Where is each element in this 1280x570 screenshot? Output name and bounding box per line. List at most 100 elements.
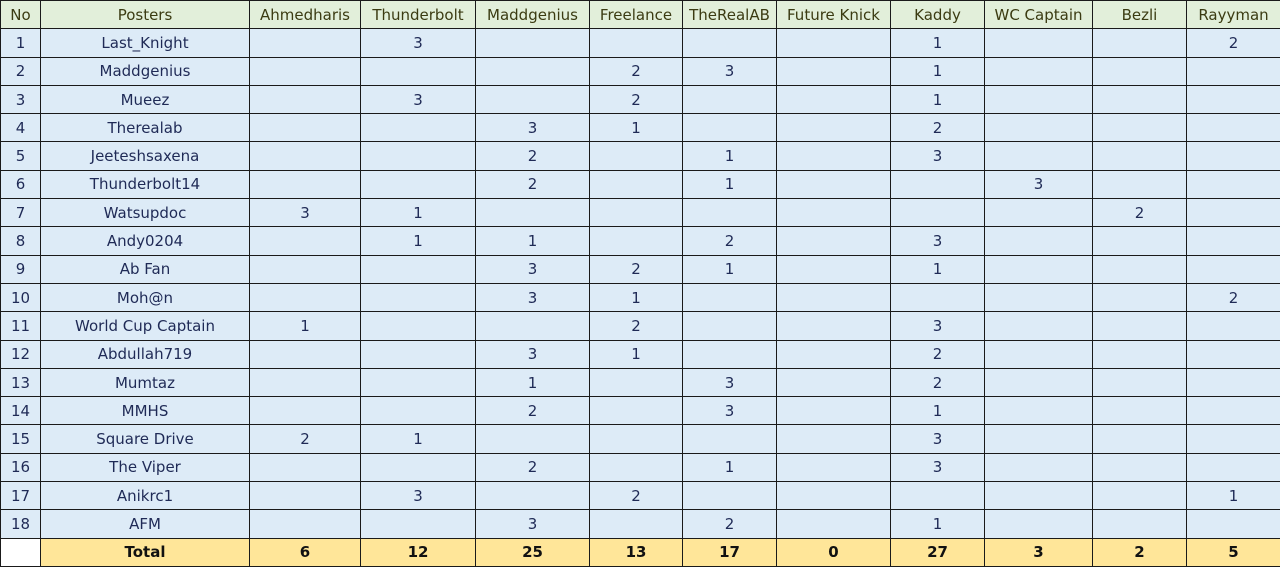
vote-cell[interactable]: 2 <box>589 56 683 86</box>
total-cell[interactable]: 6 <box>249 537 361 567</box>
vote-cell[interactable]: 3 <box>890 141 985 171</box>
vote-cell[interactable]: 2 <box>475 396 590 426</box>
vote-cell[interactable] <box>682 198 777 228</box>
vote-cell[interactable] <box>984 339 1093 369</box>
vote-cell[interactable]: 2 <box>475 452 590 483</box>
vote-cell[interactable] <box>249 113 361 143</box>
blank-cell[interactable] <box>0 537 41 567</box>
vote-cell[interactable]: 2 <box>682 509 777 539</box>
total-cell[interactable]: 13 <box>589 537 683 567</box>
vote-cell[interactable] <box>776 509 891 539</box>
vote-cell[interactable]: 3 <box>360 481 476 511</box>
vote-cell[interactable]: 3 <box>682 56 777 86</box>
vote-cell[interactable] <box>1092 169 1187 200</box>
vote-cell[interactable] <box>475 424 590 454</box>
vote-cell[interactable]: 2 <box>890 367 985 398</box>
vote-cell[interactable] <box>249 396 361 426</box>
vote-cell[interactable] <box>682 339 777 369</box>
vote-cell[interactable] <box>249 339 361 369</box>
vote-cell[interactable] <box>1092 509 1187 539</box>
vote-cell[interactable] <box>1092 481 1187 511</box>
vote-cell[interactable] <box>589 28 683 58</box>
poster-name-cell[interactable]: Thunderbolt14 <box>40 169 250 200</box>
vote-cell[interactable] <box>589 169 683 200</box>
vote-cell[interactable]: 1 <box>682 254 777 284</box>
vote-cell[interactable] <box>1186 311 1280 341</box>
vote-cell[interactable] <box>249 254 361 284</box>
vote-cell[interactable] <box>360 141 476 171</box>
vote-cell[interactable] <box>249 481 361 511</box>
column-header[interactable]: Kaddy <box>890 0 985 30</box>
vote-cell[interactable] <box>984 282 1093 313</box>
column-header[interactable]: Maddgenius <box>475 0 590 30</box>
vote-cell[interactable]: 1 <box>249 311 361 341</box>
vote-cell[interactable]: 3 <box>475 509 590 539</box>
poster-name-cell[interactable]: Square Drive <box>40 424 250 454</box>
vote-cell[interactable] <box>984 509 1093 539</box>
vote-cell[interactable]: 2 <box>1186 282 1280 313</box>
vote-cell[interactable]: 1 <box>360 226 476 256</box>
vote-cell[interactable] <box>360 56 476 86</box>
row-number-cell[interactable]: 5 <box>0 141 41 171</box>
vote-cell[interactable] <box>249 141 361 171</box>
vote-cell[interactable] <box>890 169 985 200</box>
vote-cell[interactable]: 3 <box>682 396 777 426</box>
row-number-cell[interactable]: 14 <box>0 396 41 426</box>
vote-cell[interactable] <box>776 452 891 483</box>
vote-cell[interactable]: 3 <box>475 254 590 284</box>
vote-cell[interactable] <box>984 226 1093 256</box>
vote-cell[interactable] <box>1092 141 1187 171</box>
vote-cell[interactable] <box>776 141 891 171</box>
vote-cell[interactable] <box>1186 396 1280 426</box>
vote-cell[interactable] <box>249 56 361 86</box>
vote-cell[interactable] <box>589 424 683 454</box>
vote-cell[interactable] <box>1092 424 1187 454</box>
poster-name-cell[interactable]: Therealab <box>40 113 250 143</box>
vote-cell[interactable] <box>1186 424 1280 454</box>
vote-cell[interactable]: 3 <box>475 113 590 143</box>
vote-cell[interactable] <box>1092 282 1187 313</box>
vote-cell[interactable]: 1 <box>682 169 777 200</box>
total-cell[interactable]: 3 <box>984 537 1093 567</box>
vote-cell[interactable]: 3 <box>890 226 985 256</box>
vote-cell[interactable] <box>984 198 1093 228</box>
vote-cell[interactable]: 1 <box>682 141 777 171</box>
total-cell[interactable]: 0 <box>776 537 891 567</box>
vote-cell[interactable]: 2 <box>589 481 683 511</box>
vote-cell[interactable] <box>249 226 361 256</box>
vote-cell[interactable] <box>776 226 891 256</box>
vote-cell[interactable] <box>776 367 891 398</box>
vote-cell[interactable] <box>475 28 590 58</box>
vote-cell[interactable]: 1 <box>1186 481 1280 511</box>
vote-cell[interactable] <box>1186 226 1280 256</box>
vote-cell[interactable] <box>249 169 361 200</box>
column-header[interactable]: WC Captain <box>984 0 1093 30</box>
vote-cell[interactable] <box>776 113 891 143</box>
row-number-cell[interactable]: 18 <box>0 509 41 539</box>
vote-cell[interactable] <box>360 169 476 200</box>
vote-cell[interactable] <box>682 424 777 454</box>
vote-cell[interactable] <box>360 452 476 483</box>
vote-cell[interactable] <box>1186 339 1280 369</box>
poster-name-cell[interactable]: Mueez <box>40 84 250 115</box>
column-header[interactable]: Ahmedharis <box>249 0 361 30</box>
vote-cell[interactable] <box>249 367 361 398</box>
vote-cell[interactable] <box>682 113 777 143</box>
vote-cell[interactable]: 2 <box>249 424 361 454</box>
row-number-cell[interactable]: 15 <box>0 424 41 454</box>
vote-cell[interactable]: 1 <box>682 452 777 483</box>
vote-cell[interactable]: 1 <box>360 424 476 454</box>
vote-cell[interactable] <box>360 254 476 284</box>
poster-name-cell[interactable]: Jeeteshsaxena <box>40 141 250 171</box>
row-number-cell[interactable]: 17 <box>0 481 41 511</box>
vote-cell[interactable] <box>589 198 683 228</box>
vote-cell[interactable]: 2 <box>589 254 683 284</box>
column-header[interactable]: No <box>0 0 41 30</box>
vote-cell[interactable] <box>1092 367 1187 398</box>
poster-name-cell[interactable]: Mumtaz <box>40 367 250 398</box>
vote-cell[interactable] <box>360 311 476 341</box>
row-number-cell[interactable]: 13 <box>0 367 41 398</box>
vote-cell[interactable] <box>682 311 777 341</box>
vote-cell[interactable] <box>682 481 777 511</box>
row-number-cell[interactable]: 10 <box>0 282 41 313</box>
